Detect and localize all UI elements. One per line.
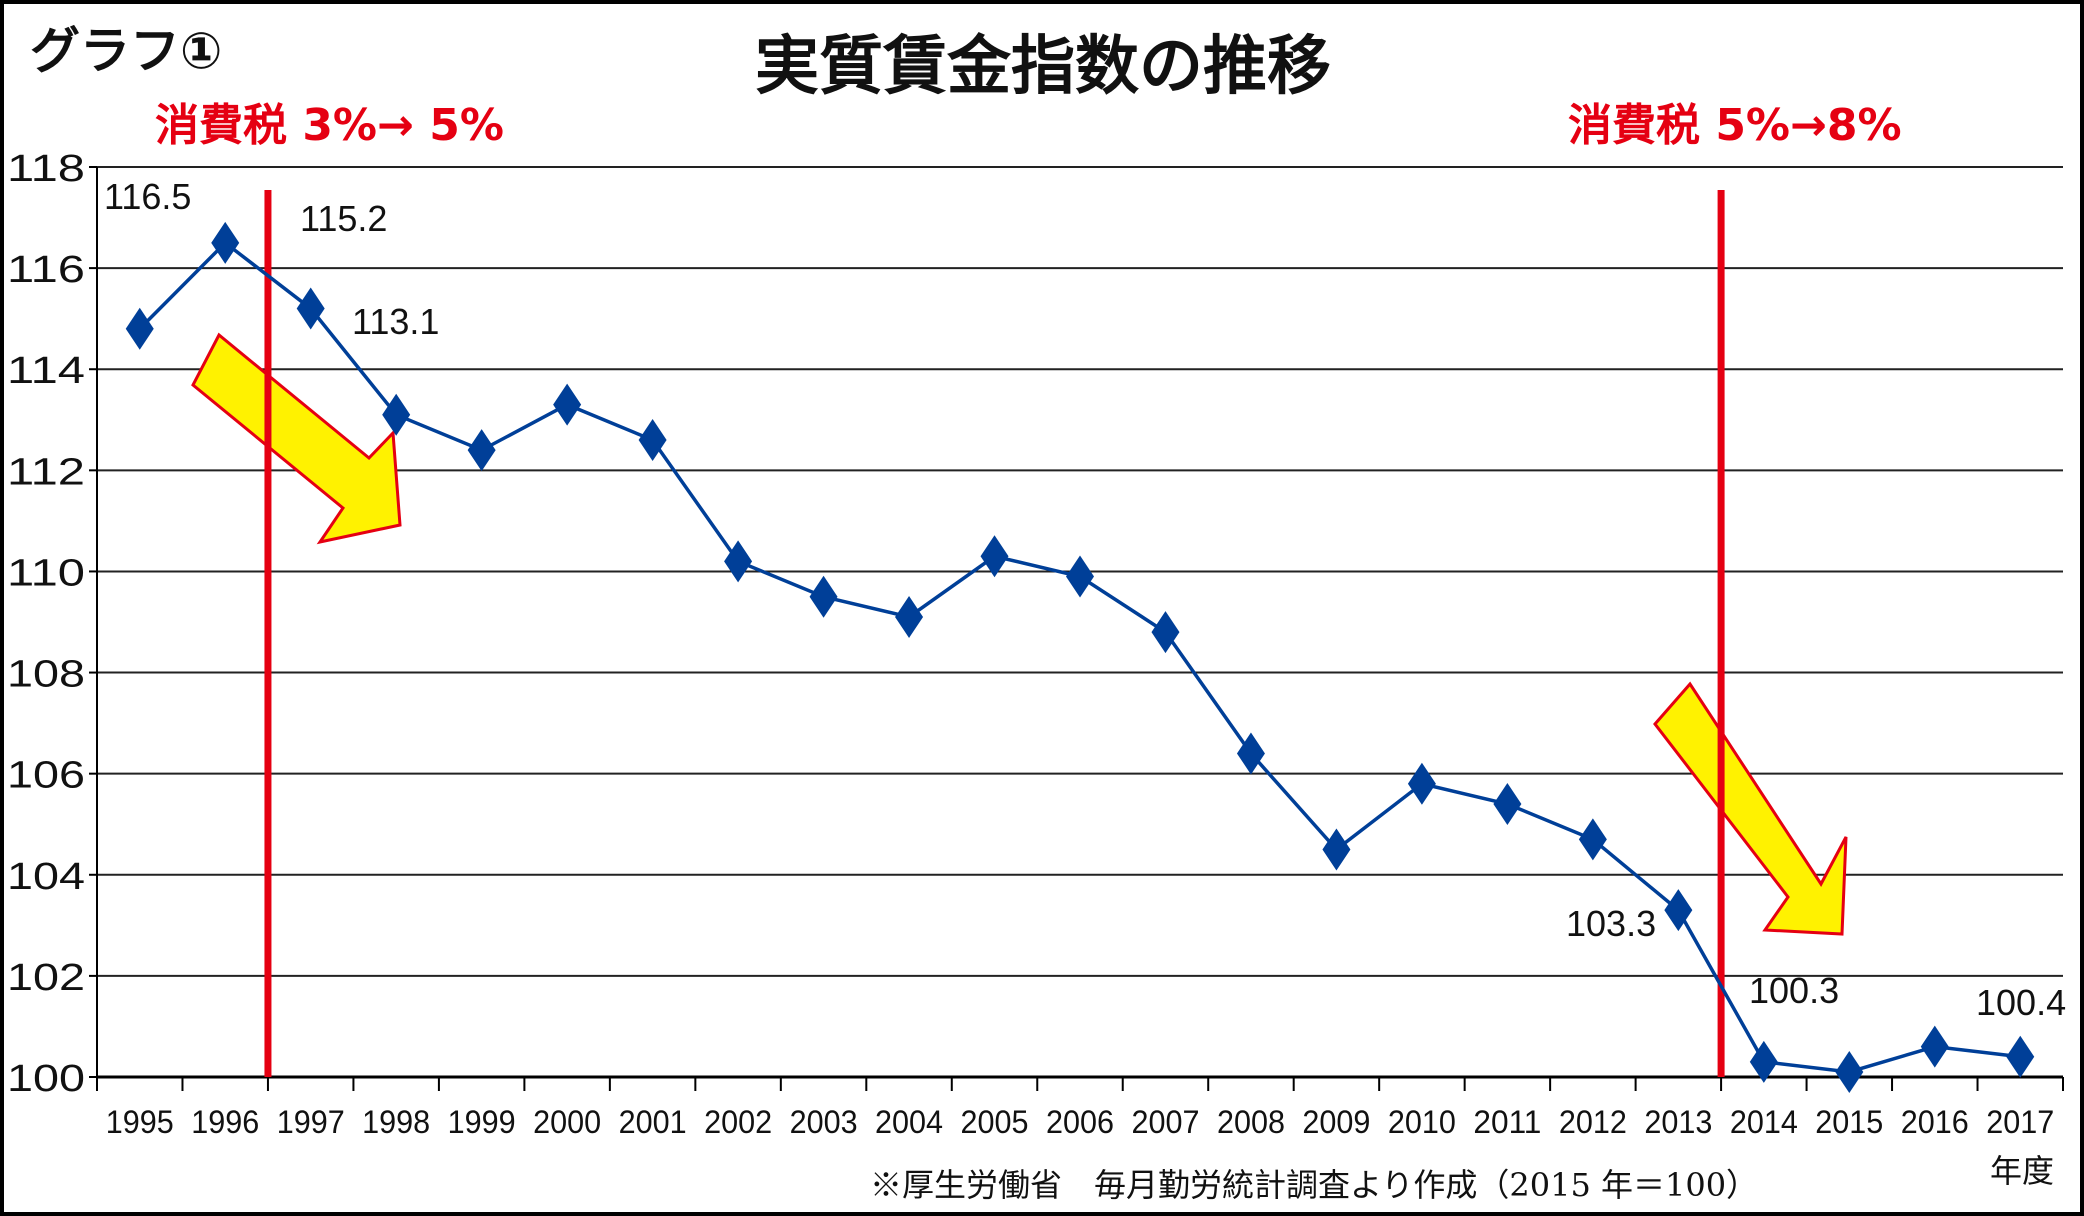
data-point-marker xyxy=(638,419,667,461)
data-point-marker xyxy=(125,307,154,350)
x-tick-label: 1996 xyxy=(191,1104,259,1140)
x-tick-label: 2003 xyxy=(790,1104,858,1140)
data-point-marker xyxy=(1749,1040,1778,1083)
x-tick-label: 2011 xyxy=(1473,1104,1541,1140)
data-point-marker xyxy=(1236,732,1265,775)
x-tick-label: 2013 xyxy=(1644,1104,1712,1140)
x-tick-label: 2001 xyxy=(619,1104,687,1140)
down-arrow-1 xyxy=(191,332,402,545)
y-tick-label: 110 xyxy=(7,552,85,594)
y-axis: 100 102 104 106 108 110 112 114 116 118 xyxy=(7,148,98,1100)
y-tick-label: 108 xyxy=(7,654,85,696)
tax-lines xyxy=(264,190,1725,1077)
x-tick-label: 2008 xyxy=(1217,1104,1285,1140)
data-label: 115.2 xyxy=(300,198,387,239)
x-tick-label: 2007 xyxy=(1131,1104,1199,1140)
y-tick-label: 118 xyxy=(7,148,85,190)
data-point-marker xyxy=(467,429,496,472)
x-tick-label: 2002 xyxy=(704,1104,772,1140)
annotation-tax-2014: 消費税 5%→8% xyxy=(1568,100,1902,151)
x-tick-label: 2012 xyxy=(1559,1104,1627,1140)
data-point-marker xyxy=(1920,1025,1949,1068)
chart-title: 実質賃金指数の推移 xyxy=(755,30,1331,104)
data-point-marker xyxy=(1578,818,1607,861)
x-axis: 1995 1996 1997 1998 1999 2000 2001 2002 2003 2004… xyxy=(96,1075,2064,1140)
arrows xyxy=(191,332,1848,936)
data-point-marker xyxy=(1322,828,1351,871)
x-tick-label: 2009 xyxy=(1302,1104,1370,1140)
data-point-marker xyxy=(211,221,240,264)
annotation-tax-1997: 消費税 3%→ 5% xyxy=(155,100,504,151)
data-point-marker xyxy=(553,383,582,426)
y-tick-label: 104 xyxy=(7,856,85,898)
x-tick-label: 1998 xyxy=(362,1104,430,1140)
series-line xyxy=(125,221,2035,1093)
data-labels: 116.5 115.2 113.1 103.3 100.3 100.4 xyxy=(104,176,2066,1023)
x-tick-label: 2006 xyxy=(1046,1104,1114,1140)
y-tick-label: 100 xyxy=(7,1058,85,1100)
down-arrow-2 xyxy=(1653,681,1848,936)
data-point-marker xyxy=(2006,1035,2035,1078)
data-point-marker xyxy=(1151,611,1180,654)
data-label: 116.5 xyxy=(104,176,191,217)
x-tick-label: 2005 xyxy=(961,1104,1029,1140)
x-tick-label: 1999 xyxy=(448,1104,516,1140)
y-tick-label: 114 xyxy=(7,350,85,392)
data-point-marker xyxy=(296,287,325,330)
data-label: 113.1 xyxy=(352,301,439,342)
x-tick-label: 2010 xyxy=(1388,1104,1456,1140)
data-point-marker xyxy=(1066,555,1094,598)
x-tick-label: 2017 xyxy=(1986,1104,2054,1140)
data-point-marker xyxy=(724,540,753,583)
x-tick-label: 2015 xyxy=(1815,1104,1883,1140)
y-tick-label: 106 xyxy=(7,755,85,797)
chart-label: グラフ① xyxy=(30,22,222,80)
x-axis-label: 年度 xyxy=(1990,1152,2054,1190)
x-tick-label: 2004 xyxy=(875,1104,943,1140)
data-label: 103.3 xyxy=(1566,903,1656,944)
data-point-marker xyxy=(1407,762,1436,805)
data-point-marker xyxy=(895,595,924,638)
x-tick-label: 2014 xyxy=(1730,1104,1798,1140)
data-label: 100.3 xyxy=(1749,970,1839,1011)
y-tick-label: 102 xyxy=(7,957,85,999)
x-tick-label: 2000 xyxy=(533,1104,601,1140)
data-point-marker xyxy=(1664,889,1693,932)
data-point-marker xyxy=(809,575,838,618)
x-tick-label: 2016 xyxy=(1901,1104,1969,1140)
data-label: 100.4 xyxy=(1976,982,2066,1023)
x-tick-label: 1995 xyxy=(106,1104,174,1140)
source-note: ※厚生労働省 毎月勤労統計調査より作成（2015 年＝100） xyxy=(870,1166,1758,1204)
y-tick-label: 116 xyxy=(7,249,85,291)
x-tick-label: 1997 xyxy=(277,1104,345,1140)
data-point-marker xyxy=(1835,1050,1864,1093)
data-point-marker xyxy=(382,393,411,436)
data-point-marker xyxy=(1493,783,1522,825)
y-tick-label: 112 xyxy=(7,451,85,493)
data-point-marker xyxy=(980,535,1009,578)
